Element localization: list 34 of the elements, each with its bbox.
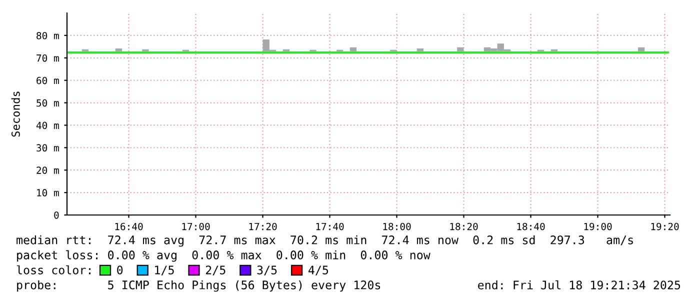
y-tick-label: 0 — [54, 212, 59, 219]
text: probe: 5 ICMP Echo Pings (56 Bytes) every 120s — [17, 280, 380, 292]
legend-label: 0 — [117, 266, 123, 274]
bar — [416, 48, 424, 52]
x-tick-label: 17:00 — [182, 222, 210, 230]
text: end: Fri Jul 18 19:21:34 2025 — [478, 280, 680, 290]
x-tick-label: 16:40 — [115, 222, 143, 230]
text: packet loss: 0.00 % avg 0.00 % max 0.00 % min 0.00 % now — [17, 250, 430, 262]
x-tick-label: 18:20 — [450, 222, 478, 230]
y-tick-label: 40 m — [36, 122, 59, 130]
y-axis-title: Seconds — [11, 92, 20, 137]
x-tick-label: 19:20 — [651, 222, 679, 230]
x-tick-label: 17:20 — [249, 222, 277, 230]
y-tick-label: 30 m — [36, 144, 59, 152]
x-tick-label: 18:40 — [517, 222, 545, 230]
y-tick-label: 80 m — [36, 32, 59, 40]
bar — [350, 47, 357, 52]
legend-title: loss color: — [16, 265, 90, 274]
bar — [457, 47, 464, 52]
bar — [638, 47, 645, 52]
x-tick-label: 18:00 — [383, 222, 411, 230]
text: median rtt: 72.4 ms avg 72.7 ms max 70.2 ms min 72.4 ms now 0.2 ms sd 297.3 am/s — [16, 235, 633, 247]
legend-label: 3/5 — [257, 266, 277, 276]
y-tick-label: 60 m — [36, 76, 59, 84]
y-tick-label: 20 m — [36, 166, 59, 174]
bar — [115, 48, 122, 52]
x-tick-label: 19:00 — [584, 222, 612, 230]
y-tick-label: 50 m — [36, 99, 59, 107]
y-tick-label: 10 m — [37, 189, 59, 196]
x-tick-label: 17:40 — [316, 222, 344, 230]
legend-label: 1/5 — [155, 266, 174, 276]
legend-label: 4/5 — [308, 266, 328, 276]
legend-label: 2/5 — [206, 266, 226, 276]
y-tick-label: 70 m — [36, 54, 59, 62]
